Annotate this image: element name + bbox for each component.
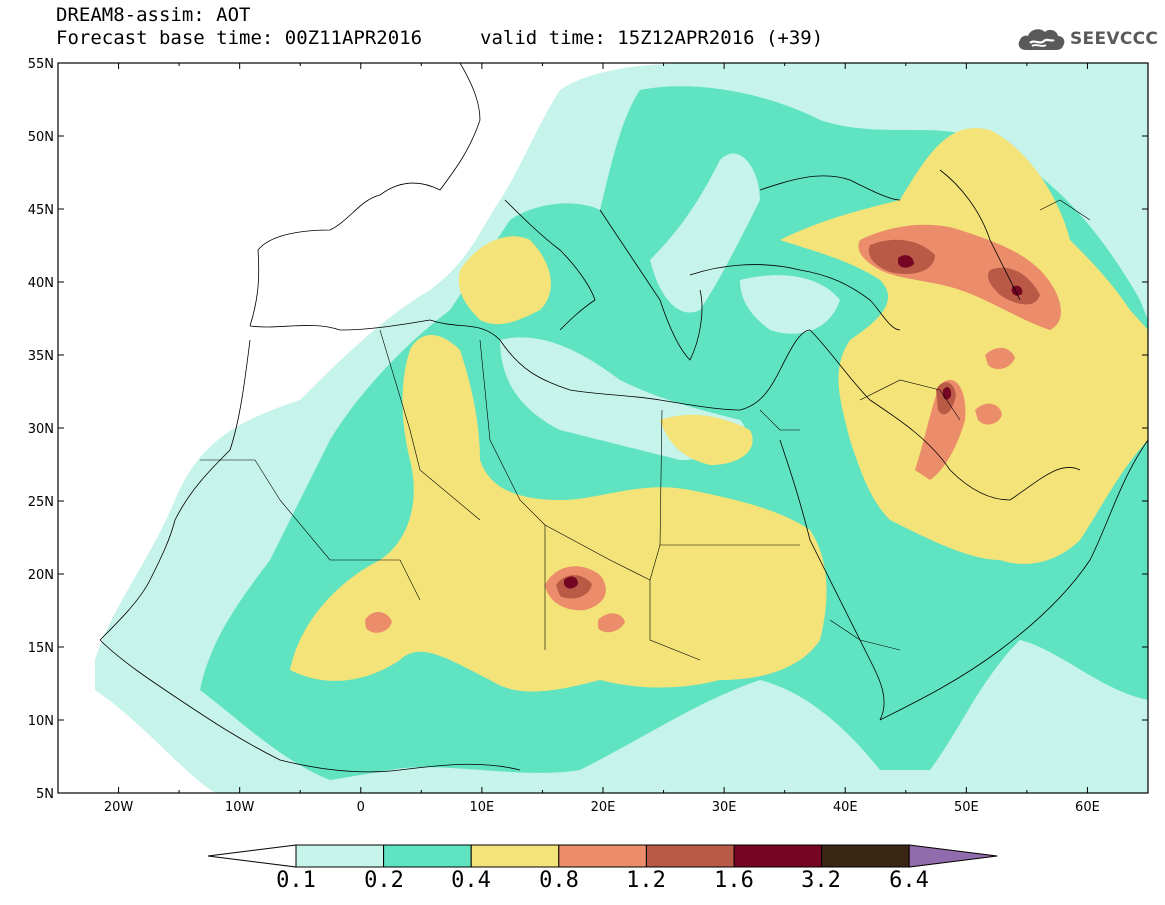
legend-label-7: 6.4 [889,868,929,893]
lat-tick-label: 35N [28,349,54,364]
legend-label-4: 1.2 [626,868,666,893]
lon-tick-label: 0 [357,800,365,815]
colorbar-segment [558,844,647,868]
legend-label-2: 0.4 [451,868,491,893]
lat-tick-label: 10N [28,714,54,729]
model-title: DREAM8-assim: AOT [56,4,251,26]
country-borders [200,199,1091,661]
map-header: DREAM8-assim: AOT Forecast base time: 00… [56,4,823,50]
colorbar-segment [821,844,910,868]
lon-tick-label: 50E [954,800,979,815]
coastlines [99,63,1148,773]
forecast-base-time: Forecast base time: 00Z11APR2016 [56,27,423,49]
aot-band-1.6 [564,255,1023,589]
dust-field [58,63,1148,793]
colorbar-under-triangle [207,844,297,868]
legend-label-6: 3.2 [801,868,841,893]
lon-tick-label: 60E [1075,800,1100,815]
valid-time: valid time: 15Z12APR2016 (+39) [480,27,824,49]
legend-label-0: 0.1 [276,868,316,893]
colorbar-segment [733,844,823,868]
lat-tick-label: 25N [28,495,54,510]
lat-tick-label: 45N [28,203,54,218]
logo-text: SEEVCCC [1070,29,1159,49]
colorbar-over-triangle [908,844,998,868]
colorbar-segment [383,844,472,868]
legend-label-3: 0.8 [539,868,579,893]
lon-tick-label: 40E [833,800,858,815]
lon-tick-label: 20W [104,800,134,815]
lon-tick-label: 30E [712,800,737,815]
lon-tick-label: 10E [470,800,495,815]
lat-tick-label: 50N [28,130,54,145]
legend-label-1: 0.2 [364,868,404,893]
colorbar-segment [470,844,560,868]
lon-tick-label: 20E [591,800,616,815]
lat-tick-label: 30N [28,422,54,437]
colorbar-segment [645,844,735,868]
lon-tick-label: 10W [225,800,255,815]
latitude-ticks: 55N 50N 45N 40N 35N 30N 25N 20N 15N 10N 5N [28,57,1148,802]
lat-tick-label: 15N [28,641,54,656]
seevccc-logo: SEEVCCC [1016,24,1158,54]
legend-label-5: 1.6 [714,868,754,893]
lat-tick-label: 55N [28,57,54,72]
lat-tick-label: 20N [28,568,54,583]
lat-tick-label: 40N [28,276,54,291]
lat-tick-label: 5N [36,787,54,802]
cloud-icon [1018,29,1065,50]
aot-colorbar [207,844,998,868]
colorbar-segment [295,844,385,868]
